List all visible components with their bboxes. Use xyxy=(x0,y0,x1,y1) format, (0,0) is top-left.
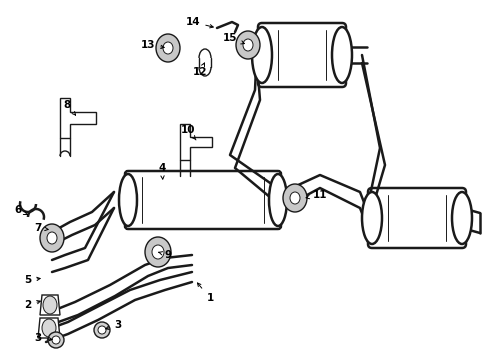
Ellipse shape xyxy=(156,34,180,62)
Ellipse shape xyxy=(145,237,171,267)
Ellipse shape xyxy=(243,39,252,51)
Polygon shape xyxy=(38,318,60,338)
Text: 15: 15 xyxy=(223,33,244,44)
Ellipse shape xyxy=(42,319,56,337)
Text: 6: 6 xyxy=(14,205,27,215)
Ellipse shape xyxy=(236,31,260,59)
Ellipse shape xyxy=(43,296,57,314)
Ellipse shape xyxy=(163,42,173,54)
Polygon shape xyxy=(180,124,212,160)
Text: 12: 12 xyxy=(192,63,207,77)
Ellipse shape xyxy=(94,322,110,338)
Text: 4: 4 xyxy=(158,163,165,179)
Ellipse shape xyxy=(40,224,64,252)
Text: 8: 8 xyxy=(63,100,76,115)
Ellipse shape xyxy=(268,174,286,226)
Polygon shape xyxy=(40,295,60,315)
Ellipse shape xyxy=(48,332,64,348)
Ellipse shape xyxy=(119,174,137,226)
Text: 2: 2 xyxy=(24,300,40,310)
Ellipse shape xyxy=(52,336,60,344)
Text: 7: 7 xyxy=(34,223,48,233)
Ellipse shape xyxy=(451,192,471,244)
Text: 14: 14 xyxy=(185,17,213,28)
Ellipse shape xyxy=(98,326,106,334)
Text: 3: 3 xyxy=(34,333,52,343)
Ellipse shape xyxy=(331,27,351,83)
Text: 5: 5 xyxy=(24,275,40,285)
FancyBboxPatch shape xyxy=(258,23,346,87)
Ellipse shape xyxy=(283,184,306,212)
FancyBboxPatch shape xyxy=(367,188,465,248)
Text: 9: 9 xyxy=(159,250,171,260)
Polygon shape xyxy=(60,98,96,138)
Ellipse shape xyxy=(361,192,381,244)
Text: 11: 11 xyxy=(305,190,326,200)
Ellipse shape xyxy=(289,192,299,204)
Ellipse shape xyxy=(47,232,57,244)
Text: 3: 3 xyxy=(105,320,122,330)
Text: 1: 1 xyxy=(197,283,213,303)
Ellipse shape xyxy=(251,27,271,83)
Text: 10: 10 xyxy=(181,125,196,140)
Ellipse shape xyxy=(152,245,163,259)
Text: 13: 13 xyxy=(141,40,164,50)
FancyBboxPatch shape xyxy=(125,171,281,229)
